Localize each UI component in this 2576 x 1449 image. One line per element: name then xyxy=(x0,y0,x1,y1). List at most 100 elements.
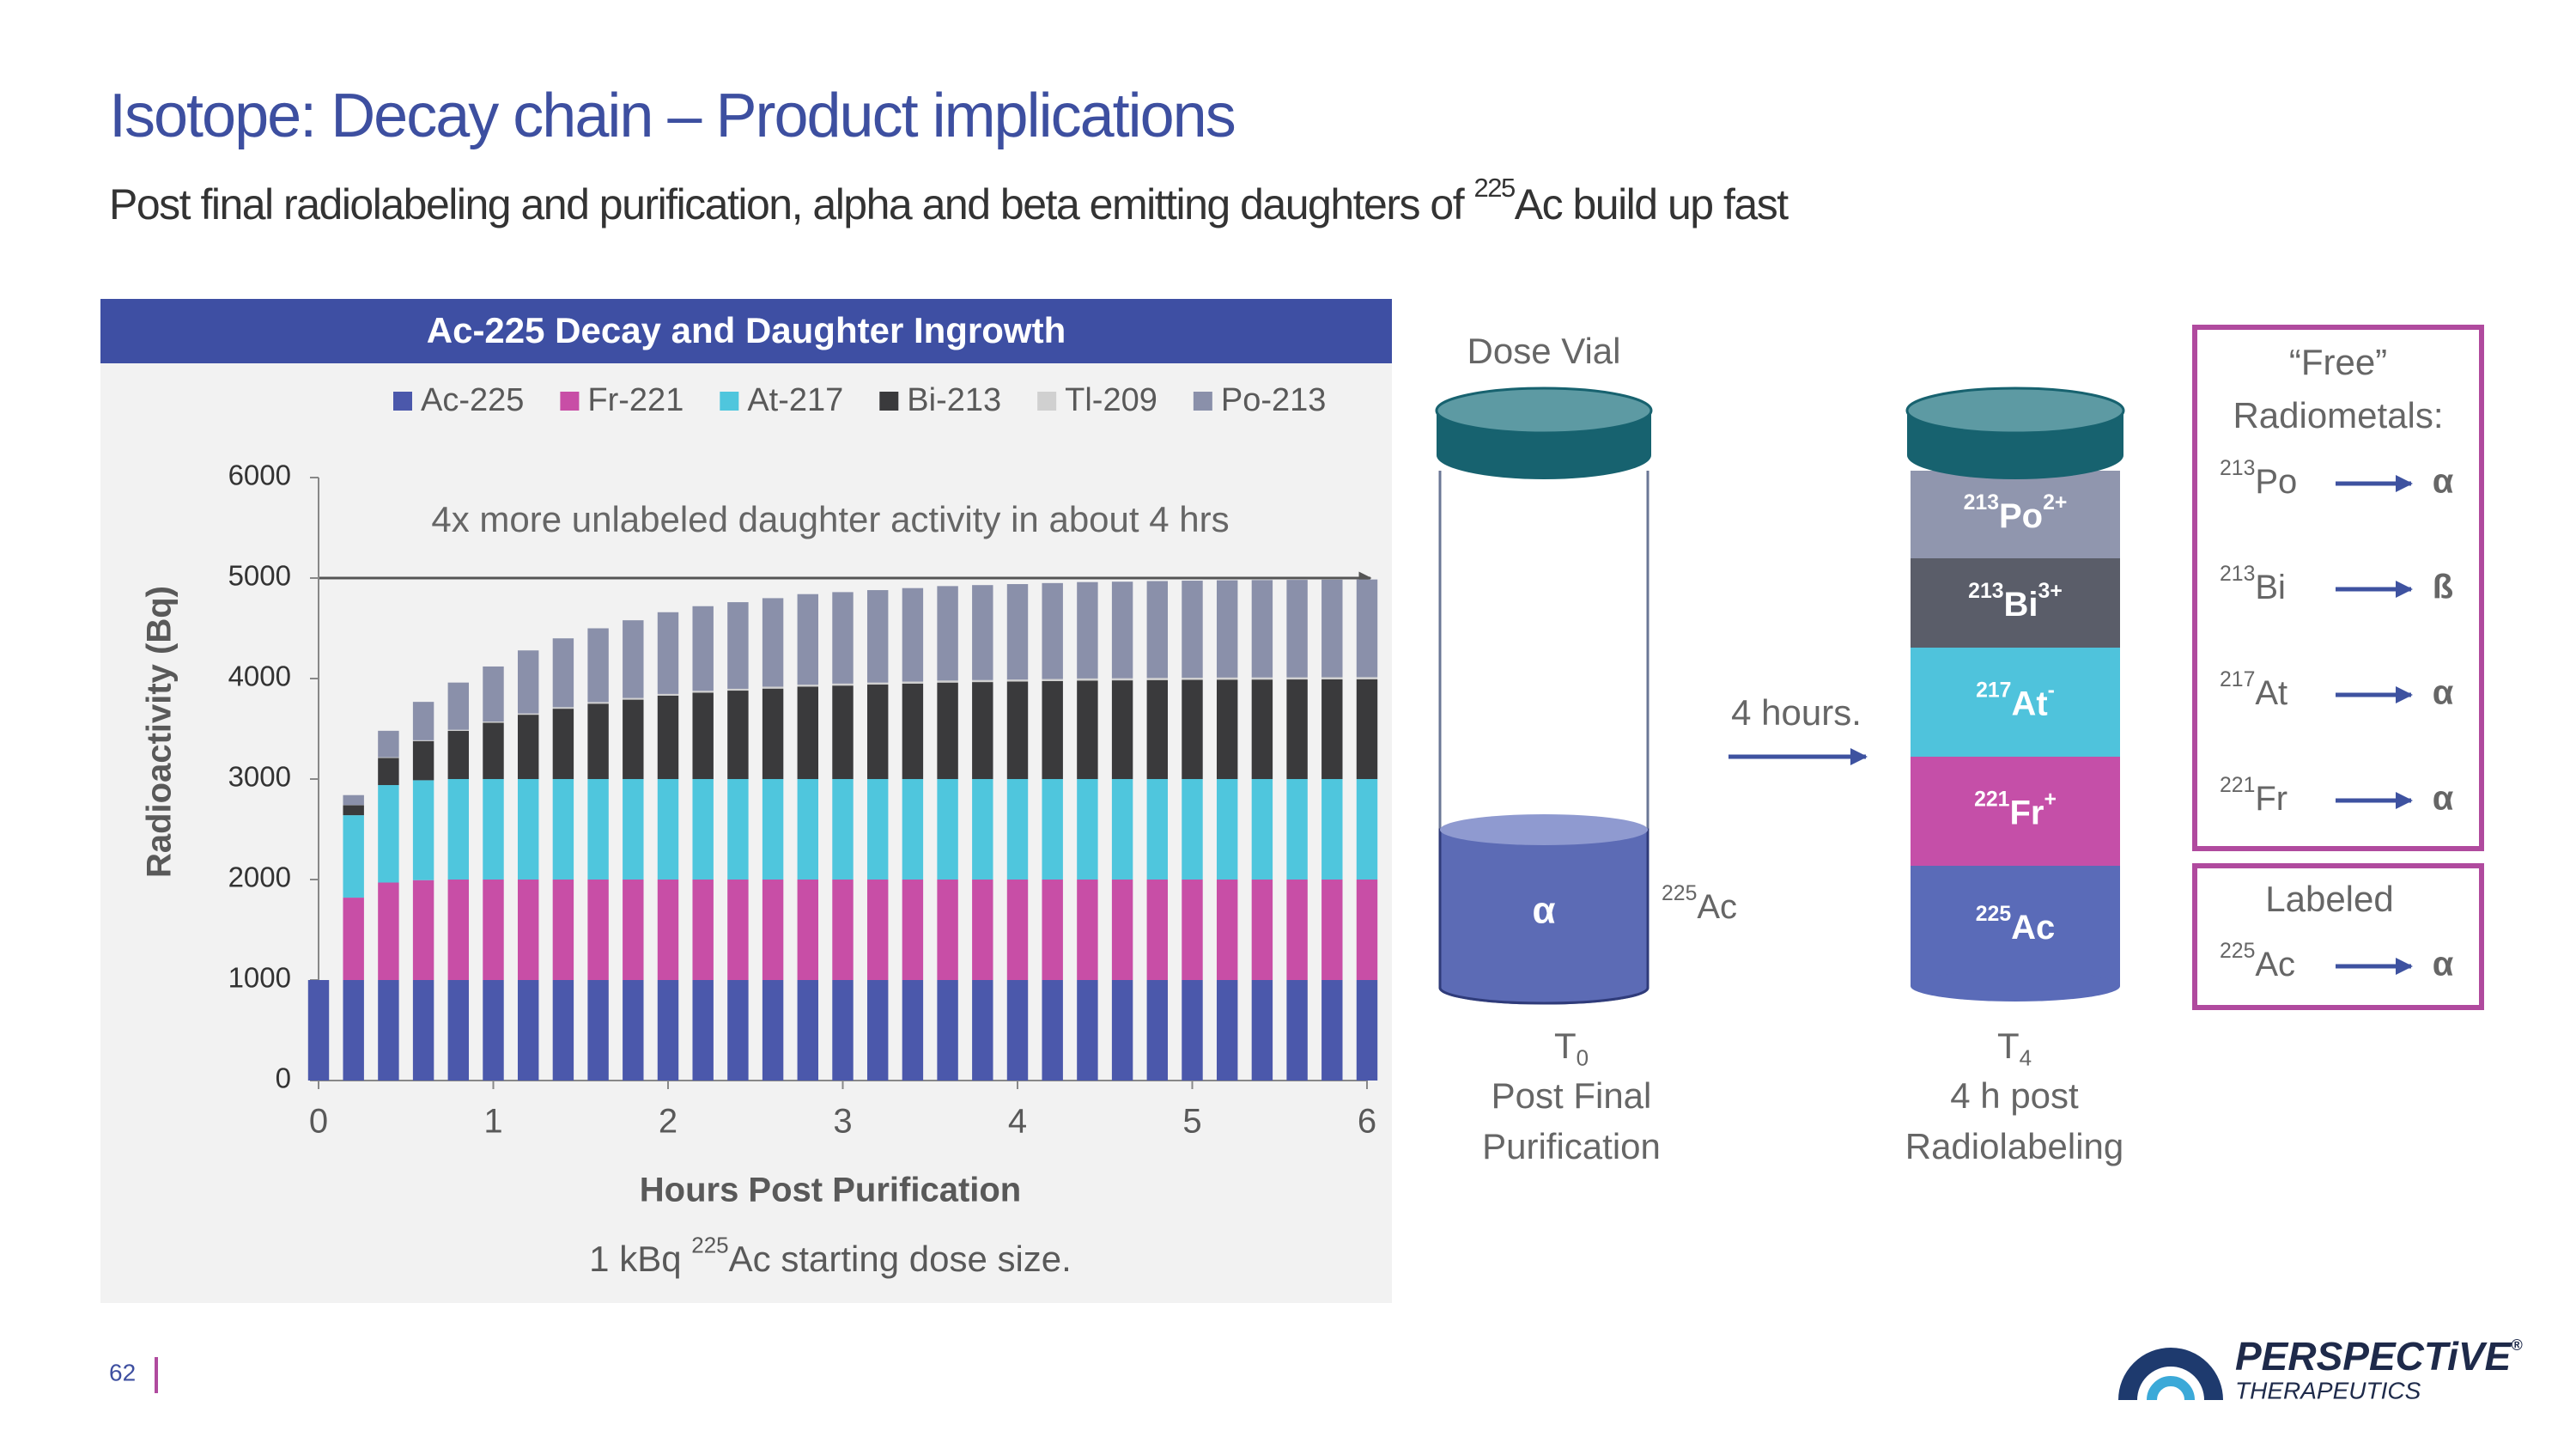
bar-segment xyxy=(1077,880,1098,980)
bar-segment xyxy=(1006,681,1029,779)
labeled-box-title: Labeled xyxy=(2265,879,2393,919)
bar-segment xyxy=(1286,677,1308,680)
legend-label: Fr-221 xyxy=(587,382,683,418)
free-box-title: Radiometals: xyxy=(2233,395,2443,435)
x-tick-label: 1 xyxy=(483,1103,502,1141)
bar-segment xyxy=(1111,678,1133,681)
bar-segment xyxy=(1146,980,1169,1081)
legend-label: Po-213 xyxy=(1221,382,1327,418)
bar-segment xyxy=(343,795,364,806)
logo-subtext: THERAPEUTICS xyxy=(2235,1377,2421,1403)
vial-layer-label-part: - xyxy=(2048,679,2055,702)
bar-segment xyxy=(517,715,539,779)
bar-segment xyxy=(1146,581,1169,679)
legend-label: Tl-209 xyxy=(1065,382,1157,418)
bar-segment xyxy=(866,880,889,980)
vial-layer-label-part: 213 xyxy=(1964,491,1999,514)
bar-segment xyxy=(762,880,784,980)
bar-segment xyxy=(692,606,714,691)
bar-segment xyxy=(797,980,819,1081)
y-tick-label: 0 xyxy=(276,1062,291,1094)
bar-segment xyxy=(902,681,924,684)
y-tick-label: 3000 xyxy=(228,761,291,793)
isotope-part: At xyxy=(2255,674,2287,712)
legend-swatch xyxy=(1037,392,1057,411)
bar-segment xyxy=(1286,880,1308,980)
bar-segment xyxy=(972,682,993,779)
vial-layer-label-part: Bi xyxy=(2004,586,2038,624)
bar-segment xyxy=(483,666,504,722)
bar-segment xyxy=(1006,980,1029,1081)
vial-caption: Post Final xyxy=(1492,1075,1652,1116)
bar-segment xyxy=(517,779,539,880)
bar-segment xyxy=(307,980,330,1081)
vial-liquid-top xyxy=(1440,814,1648,845)
bar-segment xyxy=(797,686,819,779)
bar-segment xyxy=(447,980,470,1081)
bar-segment xyxy=(587,702,609,704)
bar-segment xyxy=(727,779,749,880)
vial-layer-label: 225Ac xyxy=(1976,903,2056,947)
legend-label: Ac-225 xyxy=(421,382,524,418)
bar-segment xyxy=(587,628,609,703)
bar-segment xyxy=(972,880,993,980)
emission: α xyxy=(2433,946,2454,983)
labeled-box xyxy=(2192,863,2484,1010)
bar-segment xyxy=(832,880,854,980)
bar-segment xyxy=(1251,679,1273,779)
bar-segment xyxy=(1321,679,1343,779)
bar-segment xyxy=(902,880,924,980)
bar-segment xyxy=(657,695,679,779)
vial-layer-label: 213Po2+ xyxy=(1964,491,2068,535)
bar-segment xyxy=(1042,680,1063,779)
bar-segment xyxy=(727,602,749,689)
bar-segment xyxy=(552,980,574,1081)
bar-segment xyxy=(1042,779,1063,880)
bar-segment xyxy=(762,598,784,687)
bar-segment xyxy=(447,880,470,980)
isotope-part: Po xyxy=(2255,463,2297,501)
isotope-part: 213 xyxy=(2220,563,2255,586)
vial-caption: 4 h post xyxy=(1950,1075,2079,1116)
chart-footnote-part: 1 kBq xyxy=(589,1239,691,1279)
bar-segment xyxy=(517,713,539,715)
vial-isotope-part: Ac xyxy=(1697,888,1737,926)
bar-segment xyxy=(412,740,434,741)
chart-footnote-part: Ac starting dose size. xyxy=(729,1239,1072,1279)
bar-segment xyxy=(762,686,784,689)
emission: α xyxy=(2433,463,2454,501)
bar-segment xyxy=(412,980,434,1081)
bar-segment xyxy=(1286,779,1308,880)
bar-segment xyxy=(902,588,924,682)
bar-segment xyxy=(378,758,399,786)
isotope-part: 225 xyxy=(2220,940,2255,963)
bar-segment xyxy=(623,699,644,779)
bar-segment xyxy=(1042,980,1063,1081)
bar-segment xyxy=(762,980,784,1081)
bar-segment xyxy=(447,729,470,731)
slide-subtitle: Post final radiolabeling and purificatio… xyxy=(109,173,1789,228)
bar-segment xyxy=(1006,679,1029,682)
chart-footnote: 1 kBq 225Ac starting dose size. xyxy=(589,1232,1072,1279)
bar-segment xyxy=(1006,584,1029,680)
bar-segment xyxy=(762,688,784,779)
logo-word: PERSPECTiVE xyxy=(2235,1334,2512,1379)
vial-layer-label-part: + xyxy=(2044,788,2056,811)
bar-segment xyxy=(517,650,539,714)
isotope-part: Fr xyxy=(2255,780,2287,818)
vial-isotope-part: 225 xyxy=(1662,882,1697,905)
vial-time-part: T xyxy=(1997,1026,2020,1066)
bar-segment xyxy=(378,882,399,980)
bar-segment xyxy=(552,779,574,880)
bar-segment xyxy=(1077,680,1098,779)
vial-layer-label-part: At xyxy=(2011,685,2047,722)
vial-time-part: T xyxy=(1554,1026,1577,1066)
y-axis-label: Radioactivity (Bq) xyxy=(141,586,179,878)
bar-segment xyxy=(727,980,749,1081)
bar-segment xyxy=(378,785,399,883)
bar-segment xyxy=(587,703,609,779)
bar-segment xyxy=(1286,679,1308,779)
vial-layer xyxy=(1911,648,2120,757)
